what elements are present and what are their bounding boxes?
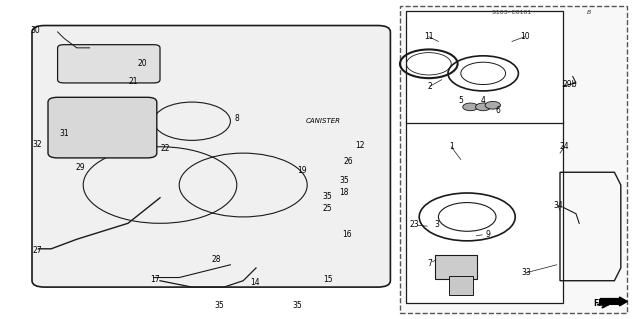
- Text: 31: 31: [59, 130, 69, 138]
- Text: 17: 17: [150, 275, 160, 284]
- Text: 7: 7: [428, 259, 433, 268]
- FancyBboxPatch shape: [406, 11, 563, 123]
- Text: 35: 35: [323, 192, 333, 201]
- FancyBboxPatch shape: [435, 255, 477, 279]
- FancyBboxPatch shape: [400, 6, 627, 313]
- Text: FR.: FR.: [593, 299, 607, 308]
- Text: 11: 11: [424, 32, 433, 41]
- FancyBboxPatch shape: [32, 26, 390, 287]
- Text: 4: 4: [481, 96, 486, 105]
- Text: 19: 19: [297, 166, 307, 175]
- Text: 10: 10: [520, 32, 530, 41]
- Text: 22: 22: [161, 144, 170, 153]
- Text: 28: 28: [212, 256, 221, 264]
- Text: 35: 35: [214, 301, 224, 310]
- Text: 21: 21: [129, 77, 138, 86]
- Text: 12: 12: [355, 141, 364, 150]
- Text: 23: 23: [410, 220, 420, 229]
- Text: 6: 6: [495, 106, 500, 115]
- FancyBboxPatch shape: [406, 121, 563, 303]
- Text: 27: 27: [32, 246, 42, 255]
- Circle shape: [463, 103, 478, 111]
- Text: 34: 34: [553, 201, 563, 210]
- Circle shape: [476, 103, 491, 111]
- Text: 29b: 29b: [563, 80, 577, 89]
- Text: 20: 20: [137, 59, 147, 68]
- Text: 5: 5: [458, 96, 463, 105]
- Text: 8: 8: [234, 114, 239, 122]
- Text: 29: 29: [75, 163, 85, 172]
- Text: 16: 16: [342, 230, 352, 239]
- Text: 3: 3: [434, 220, 439, 229]
- Text: 1: 1: [449, 142, 454, 151]
- Text: 18: 18: [340, 189, 349, 197]
- FancyArrow shape: [600, 297, 627, 306]
- Text: 15: 15: [323, 275, 333, 284]
- Text: CANISTER: CANISTER: [306, 118, 340, 124]
- Circle shape: [485, 101, 500, 109]
- FancyBboxPatch shape: [449, 276, 473, 295]
- Text: 25: 25: [323, 204, 333, 213]
- Text: 14: 14: [250, 278, 260, 287]
- Text: 30: 30: [30, 26, 40, 35]
- Text: 35: 35: [292, 301, 303, 310]
- Text: 35: 35: [339, 176, 349, 185]
- Text: 26: 26: [344, 157, 354, 166]
- Text: B: B: [587, 10, 591, 15]
- Text: 9: 9: [485, 230, 490, 239]
- Text: 32: 32: [32, 140, 42, 149]
- Text: 33: 33: [521, 268, 531, 277]
- Text: S103- E0101: S103- E0101: [492, 10, 532, 15]
- FancyBboxPatch shape: [58, 45, 160, 83]
- Text: 24: 24: [559, 142, 570, 151]
- Text: 2: 2: [428, 82, 433, 91]
- FancyBboxPatch shape: [48, 97, 157, 158]
